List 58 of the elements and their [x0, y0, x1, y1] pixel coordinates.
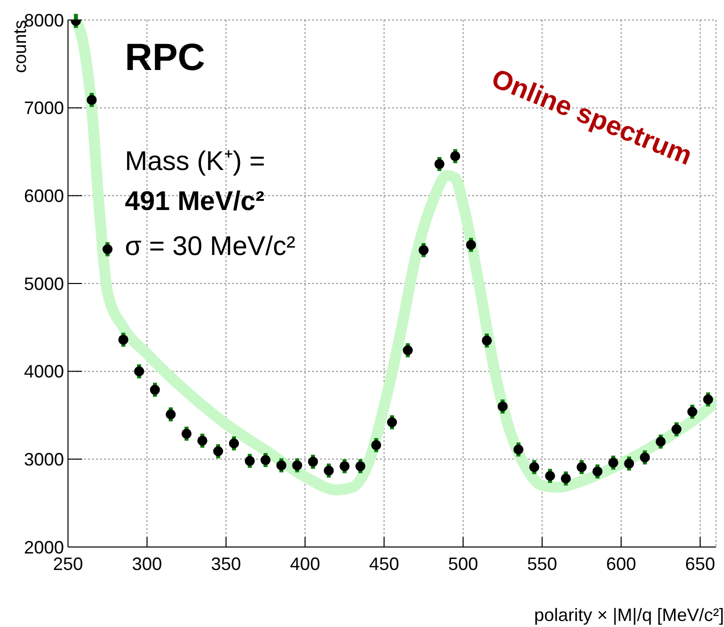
point	[450, 151, 460, 162]
point	[498, 401, 508, 412]
point	[166, 409, 176, 420]
point	[355, 461, 366, 472]
point	[387, 417, 397, 428]
point	[86, 94, 97, 105]
point	[418, 245, 429, 256]
x-axis-title: polarity × |M|/q [MeV/c²]	[534, 605, 724, 626]
x-tick-label: 350	[211, 554, 242, 574]
x-tick-label: 650	[685, 554, 716, 574]
point	[308, 456, 318, 467]
point	[608, 458, 618, 468]
point	[560, 473, 571, 484]
point	[150, 384, 160, 395]
y-tick-label: 6000	[24, 186, 64, 206]
x-tick-label: 600	[606, 554, 636, 574]
x-tick-label: 550	[527, 554, 558, 574]
point	[703, 394, 714, 404]
point	[671, 424, 682, 434]
point	[340, 461, 350, 472]
point	[182, 428, 192, 439]
point	[244, 456, 255, 466]
y-tick-label: 4000	[24, 362, 64, 382]
point	[134, 366, 144, 376]
point	[102, 244, 113, 254]
point	[292, 460, 302, 470]
point	[656, 436, 666, 447]
point	[640, 452, 650, 462]
point	[545, 470, 556, 481]
point	[276, 460, 286, 470]
point	[228, 438, 239, 448]
point	[118, 334, 128, 345]
x-tick-label: 400	[290, 554, 320, 574]
point	[687, 406, 698, 417]
y-tick-label: 3000	[24, 450, 64, 470]
point	[324, 466, 334, 476]
point	[197, 436, 208, 446]
y-tick-label: 7000	[24, 98, 64, 118]
x-tick-label: 500	[448, 554, 478, 574]
point	[576, 462, 587, 472]
point	[513, 444, 524, 455]
point	[592, 466, 602, 476]
point	[213, 446, 224, 456]
point	[260, 455, 271, 466]
point	[466, 240, 476, 250]
point	[482, 336, 492, 346]
annotation: Mass (K⁺) =	[124, 146, 266, 176]
annotation: 491 MeV/c²	[124, 186, 264, 216]
x-tick-label: 450	[369, 554, 400, 574]
point	[434, 159, 444, 170]
point	[371, 440, 382, 450]
point	[624, 458, 634, 469]
x-tick-label: 300	[132, 554, 162, 574]
annotation: σ = 30 MeV/c²	[124, 230, 296, 261]
point	[529, 462, 540, 472]
annotation: RPC	[124, 36, 206, 79]
point	[402, 345, 413, 356]
y-tick-label: 5000	[24, 274, 64, 294]
